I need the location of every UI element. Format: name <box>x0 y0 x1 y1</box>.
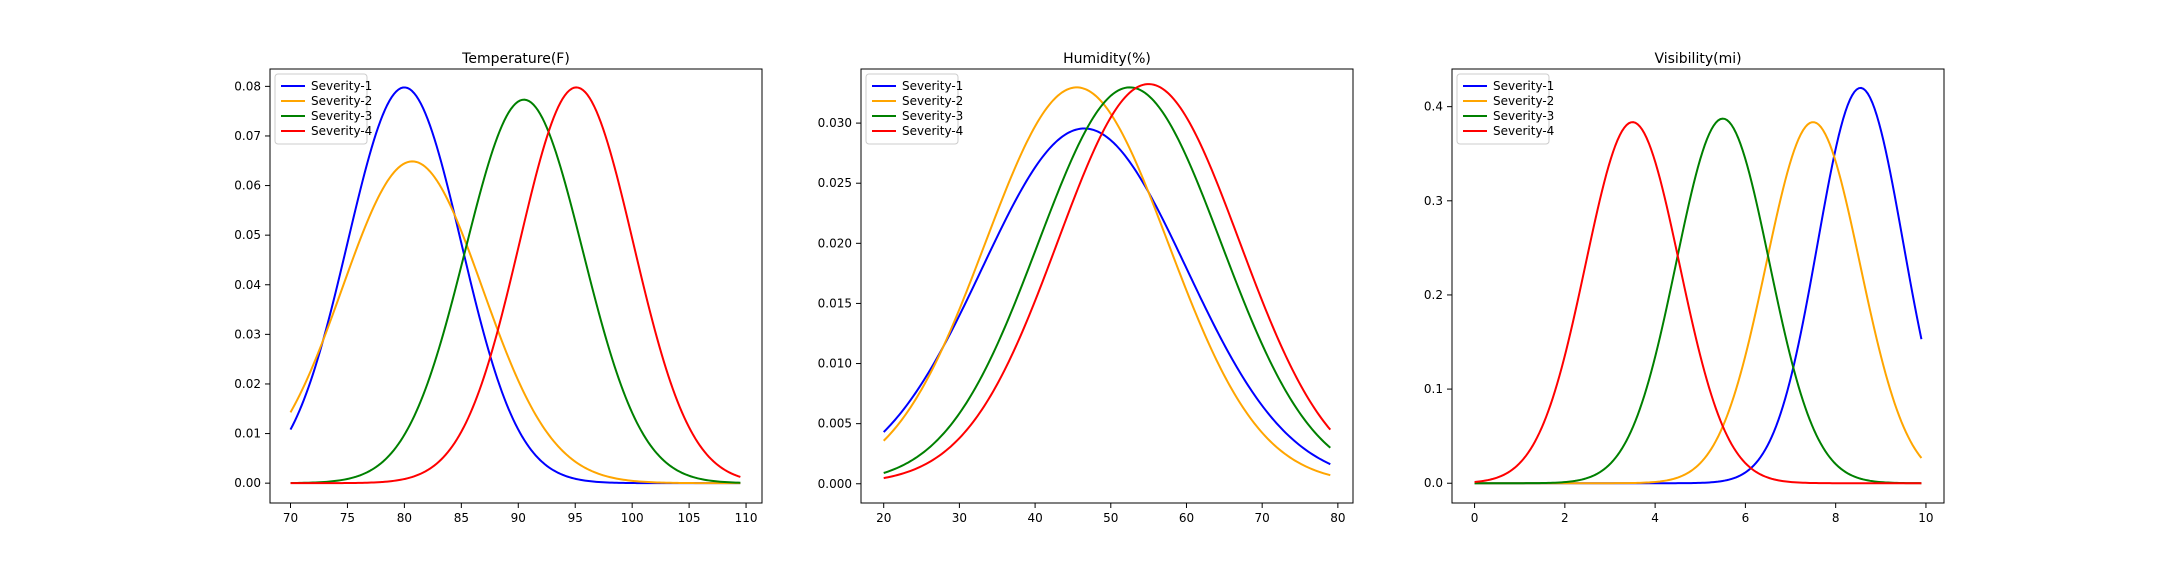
x-tick-label: 0 <box>1471 511 1479 525</box>
y-tick-label: 0.025 <box>818 176 852 190</box>
series-line-severity-4 <box>290 86 741 485</box>
x-tick-label: 105 <box>678 511 701 525</box>
x-tick-label: 8 <box>1832 511 1840 525</box>
series-line-severity-1 <box>882 127 1331 466</box>
legend-label: Severity-4 <box>902 124 963 138</box>
y-tick-label: 0.02 <box>234 377 261 391</box>
y-tick-label: 0.4 <box>1424 100 1443 114</box>
chart-title: Humidity(%) <box>1063 51 1151 67</box>
series-line-severity-2 <box>289 160 741 485</box>
chart-panel-humidity: Humidity(%) 20 30 40 50 60 70 80 0.000 0.005 0.01… <box>818 51 1354 525</box>
x-tick-label: 80 <box>397 511 412 525</box>
legend-label: Severity-3 <box>902 109 963 123</box>
x-tick-label: 4 <box>1651 511 1659 525</box>
y-tick-label: 0.000 <box>818 477 852 491</box>
chart-panel-visibility: Visibility(mi) 0 2 4 6 8 10 0.0 0.1 0.2 0.3 0.4 Sev… <box>1424 51 1945 525</box>
series-line-severity-3 <box>883 86 1331 474</box>
chart-title: Temperature(F) <box>461 51 570 67</box>
y-tick-label: 0.3 <box>1424 194 1443 208</box>
x-tick-label: 85 <box>454 511 469 525</box>
x-tick-label: 2 <box>1561 511 1569 525</box>
x-tick-label: 20 <box>876 511 891 525</box>
y-tick-label: 0.020 <box>818 236 852 250</box>
y-tick-label: 0.05 <box>234 228 261 242</box>
legend-label: Severity-1 <box>311 79 372 93</box>
legend-box <box>865 73 959 145</box>
y-tick-label: 0.015 <box>818 296 852 310</box>
plot-area-frame <box>269 68 763 504</box>
plot-area-frame <box>1451 68 1945 504</box>
series-line-severity-2 <box>882 86 1331 477</box>
legend-label: Severity-1 <box>902 79 963 93</box>
y-tick-label: 0.03 <box>234 327 261 341</box>
legend-label: Severity-4 <box>1493 124 1554 138</box>
y-tick-label: 0.08 <box>234 79 261 93</box>
y-tick-label: 0.04 <box>234 278 261 292</box>
x-tick-label: 10 <box>1918 511 1933 525</box>
y-tick-label: 0.00 <box>234 476 261 490</box>
y-tick-label: 0.0 <box>1424 476 1443 490</box>
series-line-severity-4 <box>883 83 1332 480</box>
y-tick-label: 0.030 <box>818 116 852 130</box>
y-tick-label: 0.1 <box>1424 382 1443 396</box>
y-tick-label: 0.2 <box>1424 288 1443 302</box>
legend-label: Severity-2 <box>1493 94 1554 108</box>
y-tick-label: 0.07 <box>234 129 261 143</box>
x-tick-label: 110 <box>735 511 758 525</box>
legend-label: Severity-2 <box>902 94 963 108</box>
x-tick-label: 100 <box>621 511 644 525</box>
y-tick-label: 0.06 <box>234 179 261 193</box>
legend-label: Severity-1 <box>1493 79 1554 93</box>
x-tick-label: 70 <box>283 511 298 525</box>
x-tick-label: 40 <box>1027 511 1042 525</box>
series-line-severity-3 <box>1474 117 1922 485</box>
x-tick-label: 70 <box>1255 511 1270 525</box>
x-tick-label: 80 <box>1330 511 1345 525</box>
x-tick-label: 60 <box>1179 511 1194 525</box>
x-tick-label: 30 <box>952 511 967 525</box>
chart-title: Visibility(mi) <box>1654 51 1741 67</box>
chart-panel-temperature: Temperature(F) 70 75 80 85 90 95 100 105 110 0.00… <box>234 51 763 525</box>
x-tick-label: 75 <box>340 511 355 525</box>
y-tick-label: 0.01 <box>234 427 261 441</box>
legend-label: Severity-3 <box>311 109 372 123</box>
legend-label: Severity-4 <box>311 124 372 138</box>
y-tick-label: 0.010 <box>818 357 852 371</box>
legend-label: Severity-2 <box>311 94 372 108</box>
legend-box <box>1456 73 1550 145</box>
x-tick-label: 95 <box>568 511 583 525</box>
legend-box <box>274 73 368 145</box>
series-line-severity-3 <box>290 98 741 485</box>
series-line-severity-4 <box>1474 121 1922 485</box>
plot-area-frame <box>860 68 1354 504</box>
x-tick-label: 50 <box>1103 511 1118 525</box>
x-tick-label: 6 <box>1742 511 1750 525</box>
y-tick-label: 0.005 <box>818 417 852 431</box>
legend-label: Severity-3 <box>1493 109 1554 123</box>
x-tick-label: 90 <box>511 511 526 525</box>
